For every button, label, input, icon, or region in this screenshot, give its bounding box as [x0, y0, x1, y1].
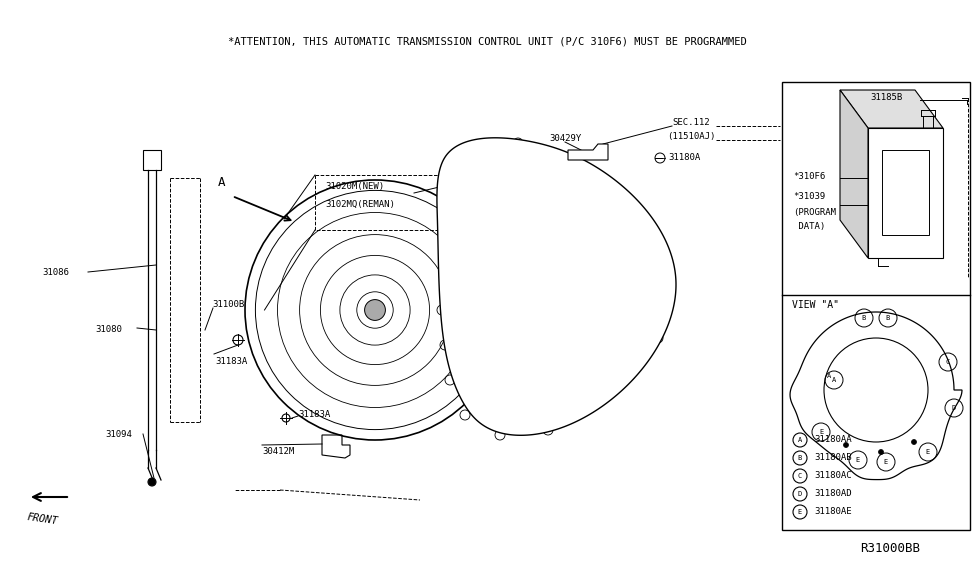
Text: 3102MQ(REMAN): 3102MQ(REMAN)	[325, 200, 395, 209]
Text: 31094: 31094	[105, 430, 132, 439]
Text: R31000BB: R31000BB	[860, 542, 920, 555]
Text: 31183A: 31183A	[298, 410, 331, 419]
Text: *310F6: *310F6	[793, 172, 825, 181]
Circle shape	[878, 449, 883, 454]
Text: 31180AA: 31180AA	[814, 435, 851, 444]
Circle shape	[912, 440, 916, 444]
Text: D: D	[798, 491, 802, 497]
Text: A: A	[218, 177, 226, 190]
Bar	[782, 82, 970, 530]
Text: A: A	[827, 373, 831, 379]
Text: *ATTENTION, THIS AUTOMATIC TRANSMISSION CONTROL UNIT (P/C 310F6) MUST BE PROGRAM: *ATTENTION, THIS AUTOMATIC TRANSMISSION …	[227, 37, 747, 47]
Text: 31180A: 31180A	[668, 153, 700, 162]
Text: C: C	[946, 359, 950, 365]
Bar	[143, 150, 161, 170]
Circle shape	[148, 478, 155, 486]
Text: 31180AE: 31180AE	[814, 507, 851, 516]
Text: (PROGRAM: (PROGRAM	[793, 208, 836, 217]
Text: 31183A: 31183A	[215, 357, 248, 366]
Text: (11510AJ): (11510AJ)	[667, 132, 716, 141]
Text: E: E	[856, 457, 860, 463]
Circle shape	[365, 299, 385, 320]
Text: B: B	[862, 315, 866, 321]
Text: 30429Y: 30429Y	[549, 134, 581, 143]
Text: 30412M: 30412M	[262, 447, 294, 456]
Polygon shape	[840, 90, 943, 128]
Text: 31080: 31080	[95, 325, 122, 334]
Circle shape	[843, 443, 848, 448]
Text: B: B	[798, 455, 802, 461]
Polygon shape	[322, 435, 350, 458]
Text: A: A	[798, 437, 802, 443]
Text: DATA): DATA)	[793, 222, 825, 231]
Bar	[868, 128, 943, 258]
Text: 31185B: 31185B	[870, 93, 902, 102]
Text: SEC.112: SEC.112	[672, 118, 710, 127]
Text: 31100B: 31100B	[212, 300, 245, 309]
Polygon shape	[790, 312, 962, 479]
Text: 31180AB: 31180AB	[814, 453, 851, 462]
Polygon shape	[840, 90, 868, 258]
Text: 31180AD: 31180AD	[814, 489, 851, 498]
Text: E: E	[926, 449, 930, 455]
Text: C: C	[798, 473, 802, 479]
Text: *31039: *31039	[793, 192, 825, 201]
Polygon shape	[568, 144, 608, 160]
Text: 31086: 31086	[42, 268, 69, 277]
Text: E: E	[798, 509, 802, 515]
Text: VIEW "A": VIEW "A"	[792, 300, 839, 310]
Text: FRONT: FRONT	[25, 512, 58, 526]
Polygon shape	[437, 138, 676, 435]
Text: A: A	[832, 377, 837, 383]
Text: B: B	[886, 315, 890, 321]
Text: E: E	[884, 459, 888, 465]
Text: 31020M(NEW): 31020M(NEW)	[325, 182, 384, 191]
Text: 31180AC: 31180AC	[814, 471, 851, 480]
Bar	[882, 150, 929, 235]
Text: E: E	[819, 429, 823, 435]
Text: D: D	[952, 405, 956, 411]
